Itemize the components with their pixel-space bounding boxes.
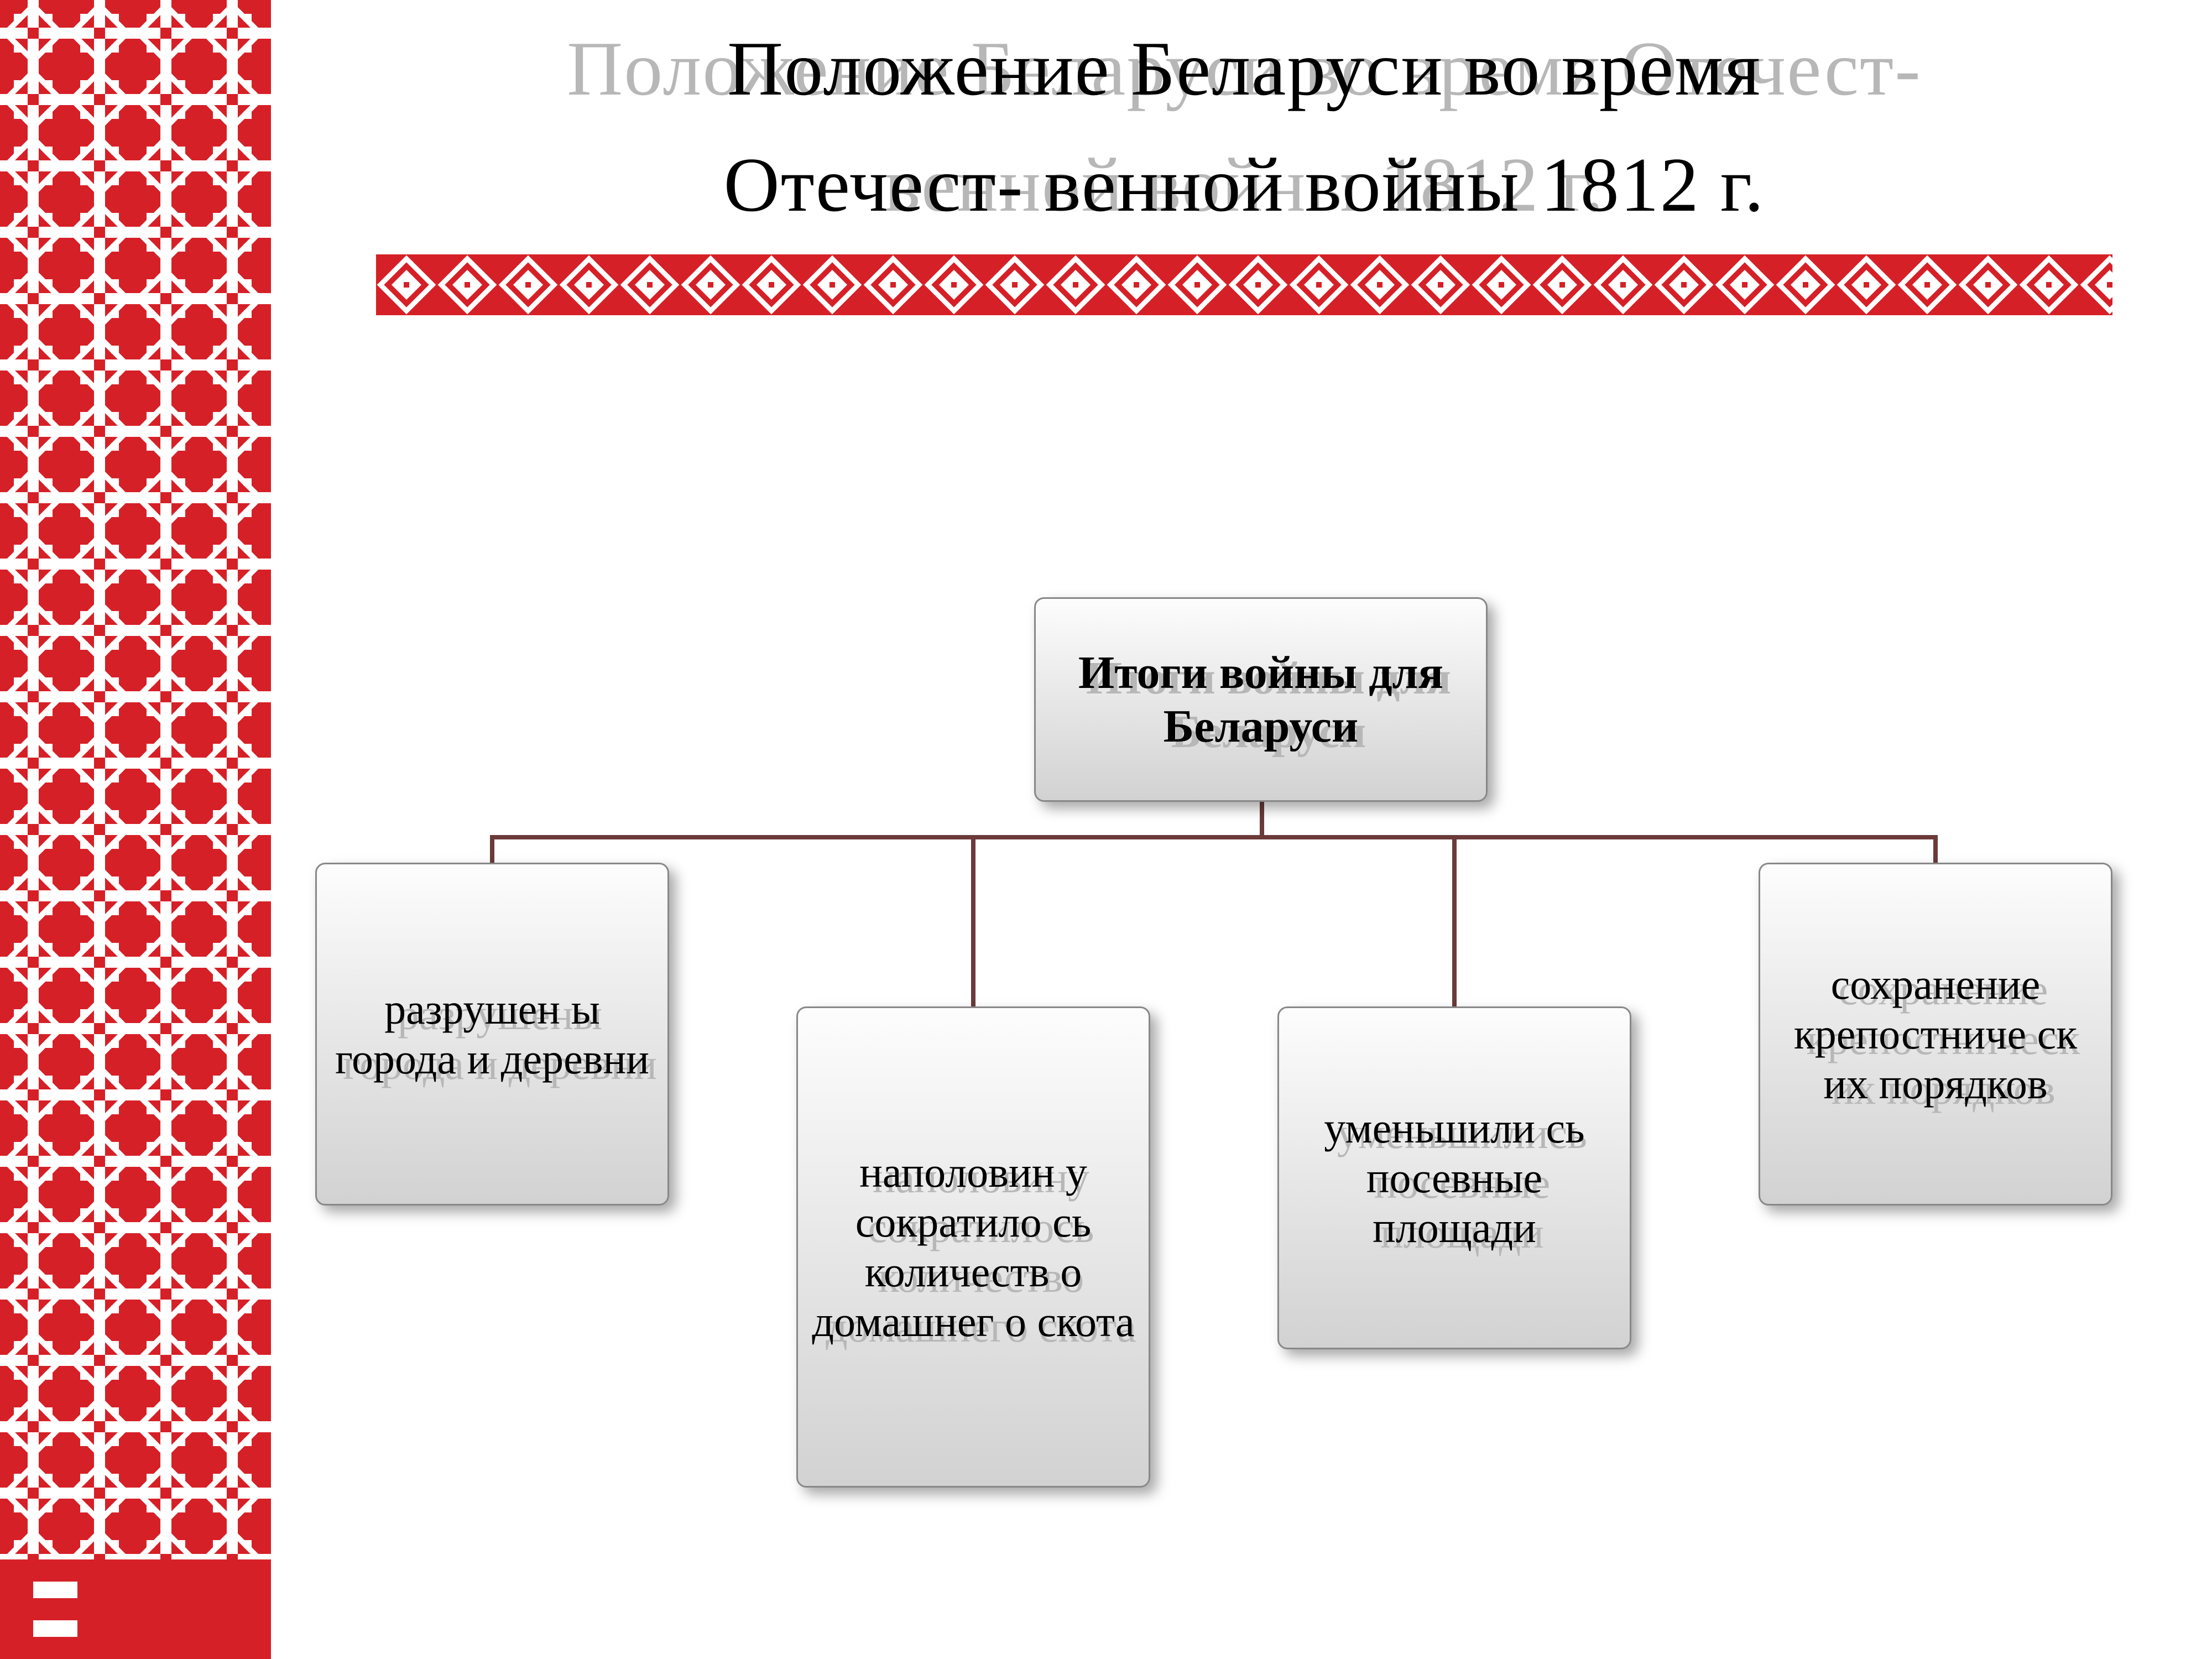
node-child-3-text: сохранение крепостниче ск их порядков <box>1771 959 2100 1109</box>
title-text: Положение Беларуси во время Отечест- вен… <box>332 11 2157 243</box>
node-child-1: наполовину сократилось количество домашн… <box>796 1006 1150 1488</box>
diagram: Итоги войны для Беларуси Итоги войны для… <box>271 597 2206 1648</box>
node-root: Итоги войны для Беларуси Итоги войны для… <box>1034 597 1488 802</box>
node-child-3: сохранение крепостническ их порядков сох… <box>1759 863 2112 1206</box>
node-child-2: уменьшились посевные площади уменьшили с… <box>1277 1006 1631 1349</box>
node-child-2-text: уменьшили сь посевные площади <box>1290 1103 1619 1253</box>
connector-trunk <box>1260 802 1264 835</box>
connector-drop-2 <box>1452 835 1457 1006</box>
node-root-text: Итоги войны для Беларуси <box>1047 646 1475 753</box>
connector-drop-3 <box>1933 835 1938 863</box>
title-ornament <box>376 254 2112 315</box>
left-ornament <box>0 0 271 1659</box>
connector-drop-1 <box>971 835 975 1006</box>
bottom-ornament <box>0 1559 271 1659</box>
connector-drop-0 <box>490 835 494 863</box>
connector-hbar <box>490 835 1937 839</box>
title-line1: Положение Беларуси во время <box>727 26 1761 112</box>
title-line2: Отечест- венной войны 1812 г. <box>724 142 1765 228</box>
slide: Положение Беларуси во время Отечест- вен… <box>0 0 2212 1659</box>
node-child-1-text: наполовин у сократило сь количеств о дом… <box>809 1147 1138 1347</box>
node-child-0-text: разрушен ы города и деревни <box>328 984 656 1084</box>
title: Положение Беларуси во время Отечест- вен… <box>332 11 2157 243</box>
node-child-0: разрушены города и деревни разрушен ы го… <box>315 863 669 1206</box>
